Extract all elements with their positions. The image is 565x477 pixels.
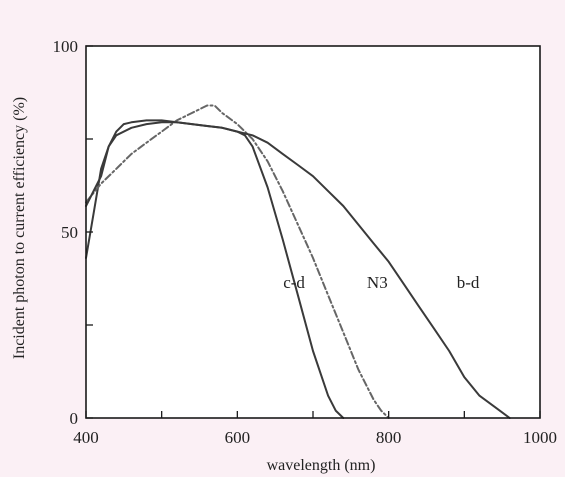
y-tick-label-0: 0 bbox=[70, 409, 79, 428]
x-axis-title: wavelength (nm) bbox=[267, 457, 376, 474]
series-line-n3 bbox=[85, 104, 390, 419]
y-axis-title: Incident photon to current efficiency (%… bbox=[11, 97, 28, 359]
plot-area bbox=[86, 46, 540, 418]
labels-layer: 400 600 800 1000 0 50 100 c-d N3 b-d bbox=[53, 37, 558, 447]
series-label-c-d: c-d bbox=[283, 273, 305, 292]
ticks-layer bbox=[85, 45, 541, 419]
x-tick-label-800: 800 bbox=[376, 428, 402, 447]
series-label-n3: N3 bbox=[367, 273, 388, 292]
x-tick-label-600: 600 bbox=[225, 428, 251, 447]
y-tick-label-100: 100 bbox=[53, 37, 79, 56]
series-line-b-d bbox=[85, 121, 511, 419]
x-tick-label-400: 400 bbox=[73, 428, 99, 447]
series-label-b-d: b-d bbox=[457, 273, 480, 292]
x-tick-label-1000: 1000 bbox=[523, 428, 557, 447]
series-layer bbox=[85, 104, 511, 419]
y-tick-label-50: 50 bbox=[61, 223, 78, 242]
